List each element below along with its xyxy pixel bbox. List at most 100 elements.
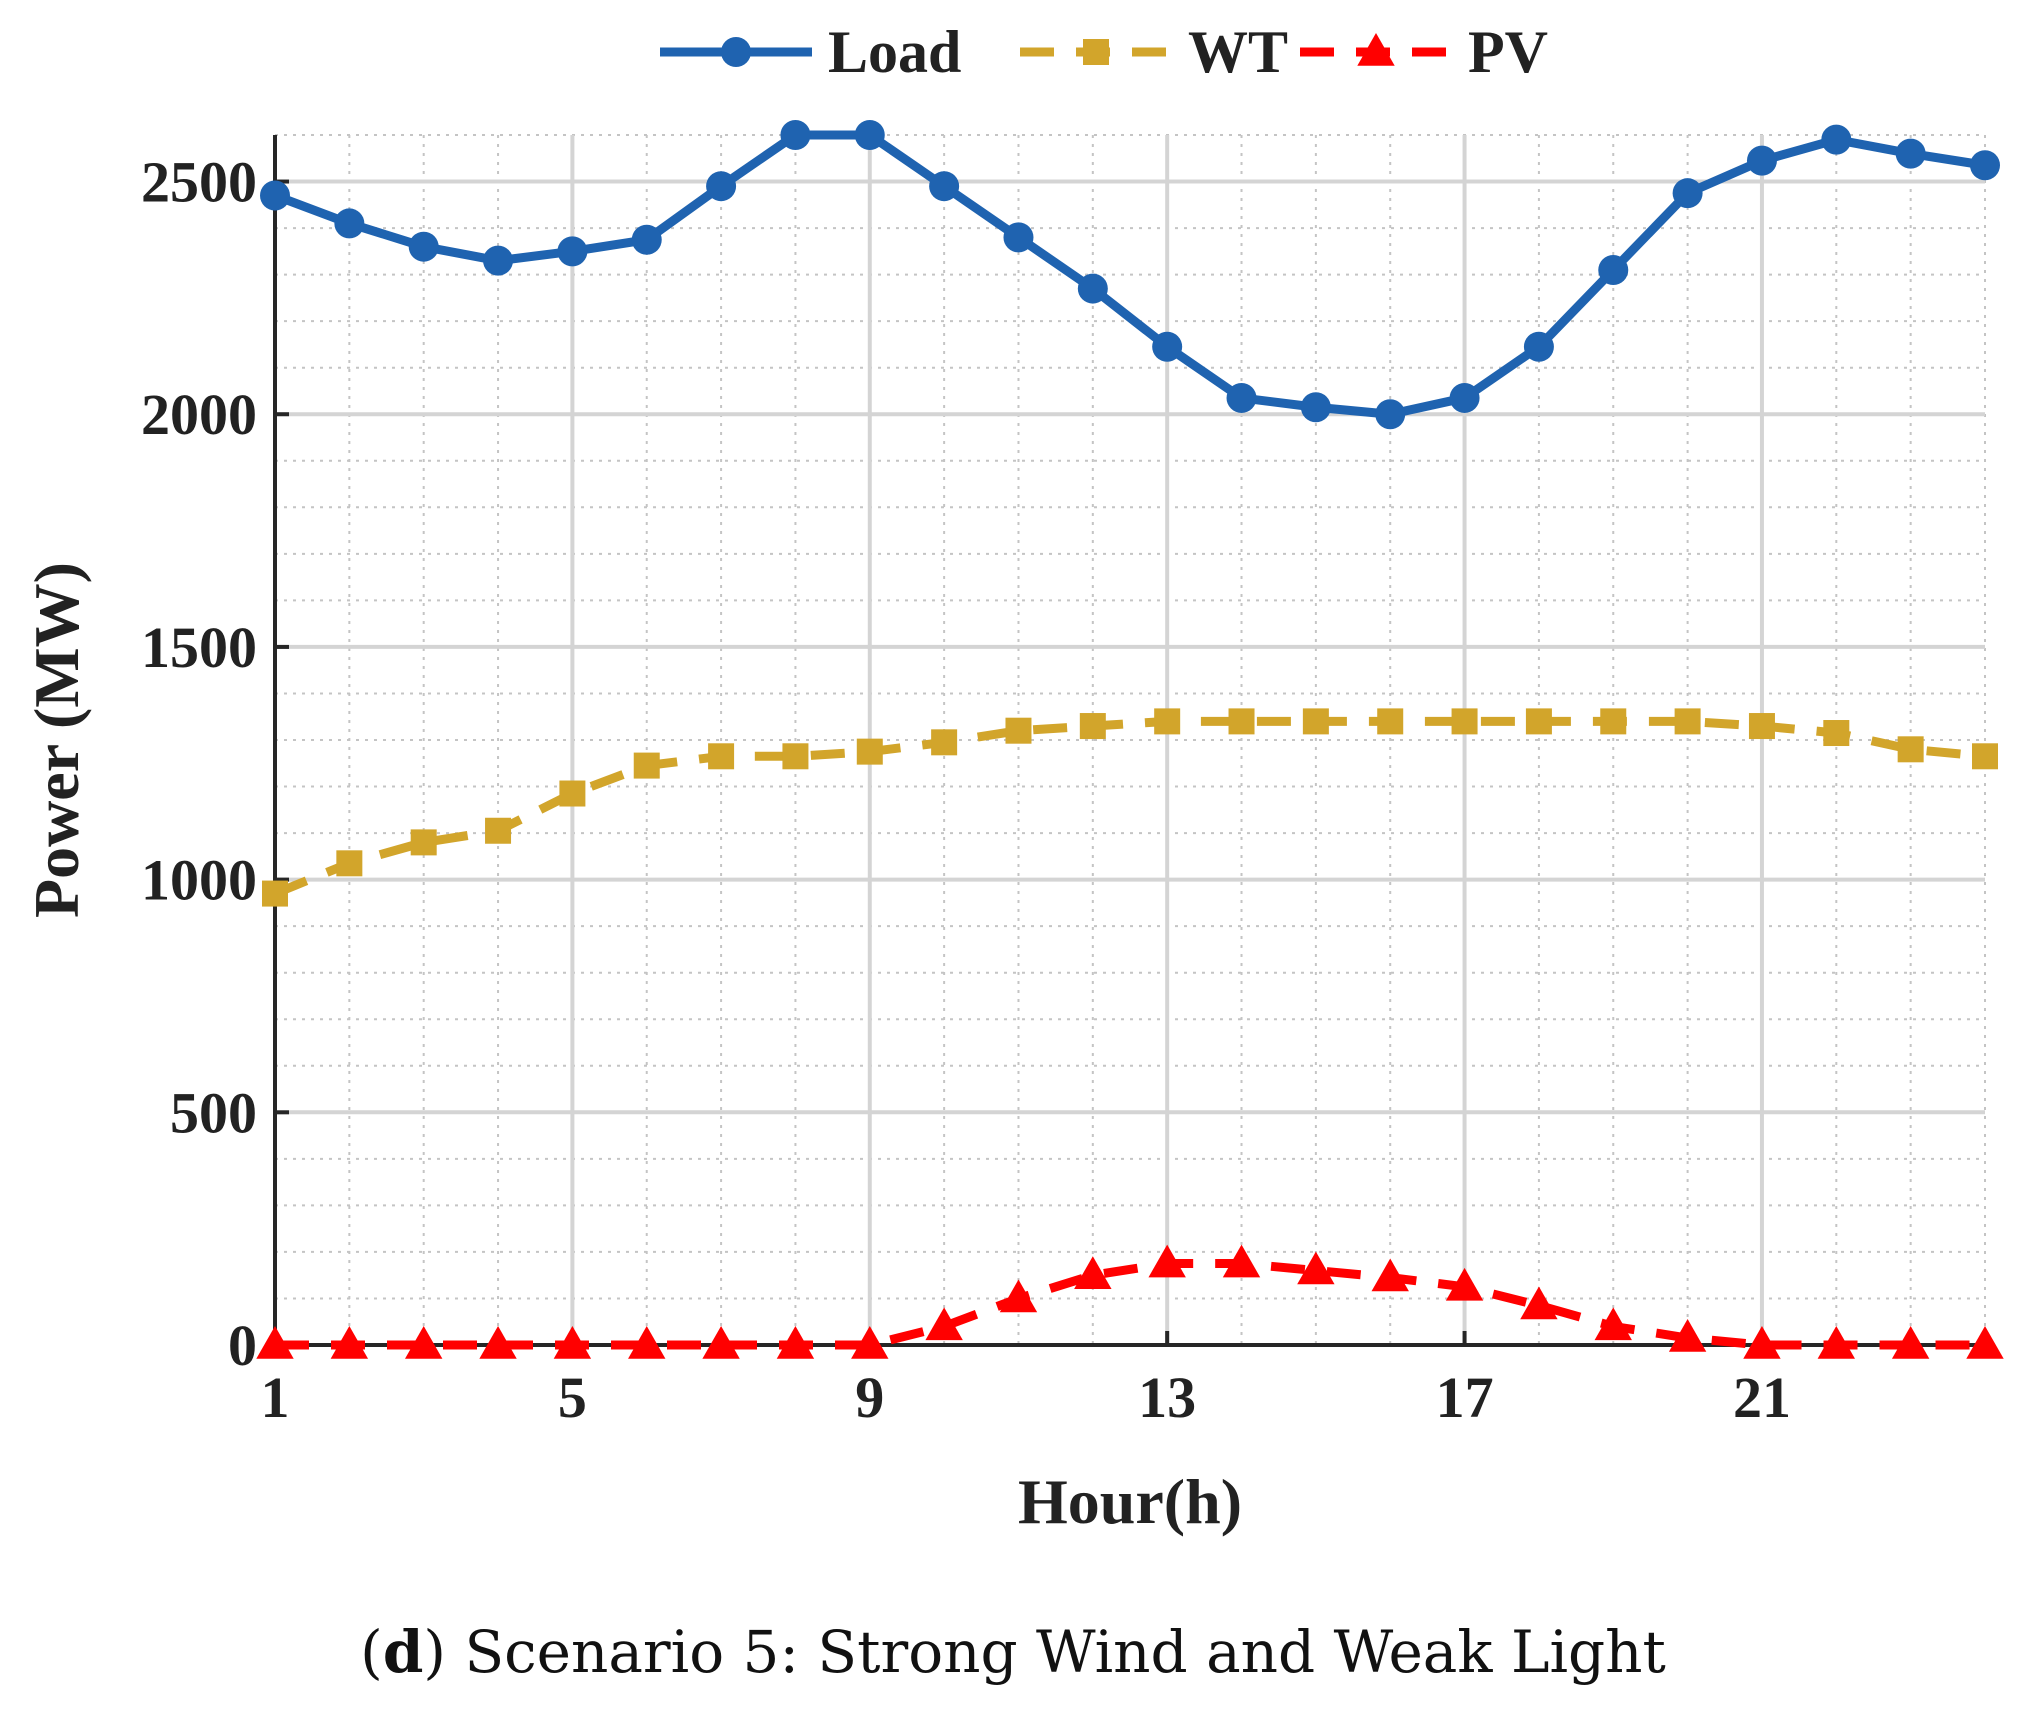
data-point-pv	[702, 1326, 740, 1359]
data-point-pv	[553, 1326, 592, 1359]
y-tick-label: 1500	[141, 615, 257, 680]
data-point-pv	[330, 1326, 369, 1359]
y-tick-label: 0	[228, 1313, 257, 1378]
data-point-wt	[1302, 708, 1329, 735]
data-point-pv	[925, 1307, 963, 1341]
data-point-wt	[1897, 736, 1924, 763]
chart: 1 5 9 13 17 21 0 500 1000 1500 2000 2500 Hour(h) P…	[21, 19, 2004, 1537]
data-point-load	[1895, 138, 1926, 169]
x-tick-label: 17	[1436, 1365, 1494, 1430]
data-point-pv	[1594, 1307, 1632, 1341]
data-point-load	[260, 180, 290, 211]
x-tick-label: 1	[261, 1365, 290, 1430]
data-point-pv	[1445, 1267, 1484, 1301]
data-point-wt	[708, 743, 735, 770]
series-wt	[262, 708, 1998, 907]
x-tick-label: 21	[1733, 1365, 1791, 1430]
data-point-pv	[1371, 1258, 1409, 1292]
data-point-load	[1970, 150, 2000, 181]
data-point-pv	[628, 1326, 666, 1359]
data-point-wt	[1228, 708, 1255, 735]
data-point-load	[408, 231, 439, 262]
data-point-pv	[1966, 1326, 2004, 1359]
data-point-load	[780, 120, 811, 150]
x-tick-label: 5	[558, 1365, 587, 1430]
x-tick-labels: 1 5 9 13 17 21	[261, 1365, 1791, 1430]
data-point-pv	[1148, 1244, 1186, 1278]
data-point-load	[1226, 382, 1257, 413]
series-pv	[256, 1244, 2004, 1359]
data-point-wt	[1600, 708, 1627, 735]
data-point-wt	[1972, 743, 1998, 770]
data-point-pv	[479, 1326, 517, 1359]
data-point-pv	[1074, 1256, 1112, 1289]
data-point-pv	[1817, 1326, 1856, 1359]
data-point-load	[706, 171, 737, 202]
y-tick-label: 2500	[141, 150, 257, 215]
data-point-wt	[1674, 708, 1701, 735]
data-point-wt	[262, 880, 288, 907]
y-tick-label: 2000	[141, 382, 257, 447]
legend-marker-load	[721, 37, 751, 67]
data-point-load	[334, 208, 365, 239]
data-point-wt	[410, 829, 437, 856]
x-tick-label: 13	[1138, 1365, 1196, 1430]
data-point-wt	[336, 850, 363, 877]
data-point-wt	[485, 817, 512, 844]
caption-text: ) Scenario 5: Strong Wind and Weak Light	[423, 1618, 1666, 1686]
data-point-wt	[931, 729, 958, 756]
data-point-pv	[1520, 1286, 1558, 1320]
data-point-load	[1300, 392, 1331, 423]
data-point-load	[1821, 124, 1852, 155]
data-point-load	[1672, 178, 1703, 209]
data-point-load	[1523, 331, 1554, 362]
y-tick-labels: 0 500 1000 1500 2000 2500	[141, 150, 257, 1378]
data-point-wt	[1154, 708, 1181, 735]
legend-label-load: Load	[828, 19, 961, 85]
data-point-wt	[1748, 713, 1775, 740]
series-layer	[256, 120, 2004, 1359]
y-tick-label: 1000	[141, 848, 257, 913]
data-point-load	[1077, 273, 1108, 304]
data-point-load	[1152, 331, 1183, 362]
x-tick-label: 9	[855, 1365, 884, 1430]
data-point-load	[631, 224, 662, 255]
figure-caption: (d) Scenario 5: Strong Wind and Weak Lig…	[0, 1618, 2026, 1686]
data-point-pv	[1297, 1251, 1335, 1285]
data-point-pv	[999, 1279, 1038, 1313]
caption-open-paren: (	[360, 1618, 383, 1686]
data-point-pv	[1743, 1326, 1781, 1359]
data-point-pv	[776, 1326, 815, 1359]
series-line-pv	[275, 1259, 1985, 1350]
data-point-load	[1746, 145, 1777, 176]
legend-entry-wt: WT	[1020, 19, 1288, 85]
data-point-pv	[404, 1326, 443, 1359]
data-point-pv	[1668, 1319, 1707, 1352]
y-tick-label: 500	[170, 1080, 257, 1145]
legend-marker-wt	[1083, 39, 1109, 65]
data-point-load	[483, 245, 514, 276]
data-point-pv	[256, 1326, 294, 1359]
data-point-wt	[1079, 713, 1106, 740]
data-point-wt	[1005, 717, 1032, 744]
data-point-load	[1375, 399, 1406, 430]
legend: Load WT PV	[660, 19, 1548, 85]
data-point-wt	[856, 738, 883, 765]
data-point-pv	[1891, 1326, 1930, 1359]
legend-marker-pv	[1357, 33, 1395, 66]
data-point-wt	[559, 780, 586, 807]
data-point-wt	[1525, 708, 1552, 735]
legend-label-wt: WT	[1188, 19, 1288, 85]
data-point-wt	[1823, 720, 1850, 747]
series-load	[260, 120, 2000, 430]
data-point-load	[1449, 382, 1480, 413]
data-point-wt	[1451, 708, 1478, 735]
data-point-load	[1003, 222, 1034, 253]
y-axis-title: Power (MW)	[21, 562, 92, 918]
legend-entry-pv: PV	[1300, 19, 1548, 85]
data-point-load	[929, 171, 960, 202]
data-point-wt	[1377, 708, 1404, 735]
caption-panel-letter: d	[382, 1618, 424, 1686]
x-axis-title: Hour(h)	[1018, 1466, 1242, 1537]
data-point-pv	[1222, 1244, 1261, 1278]
